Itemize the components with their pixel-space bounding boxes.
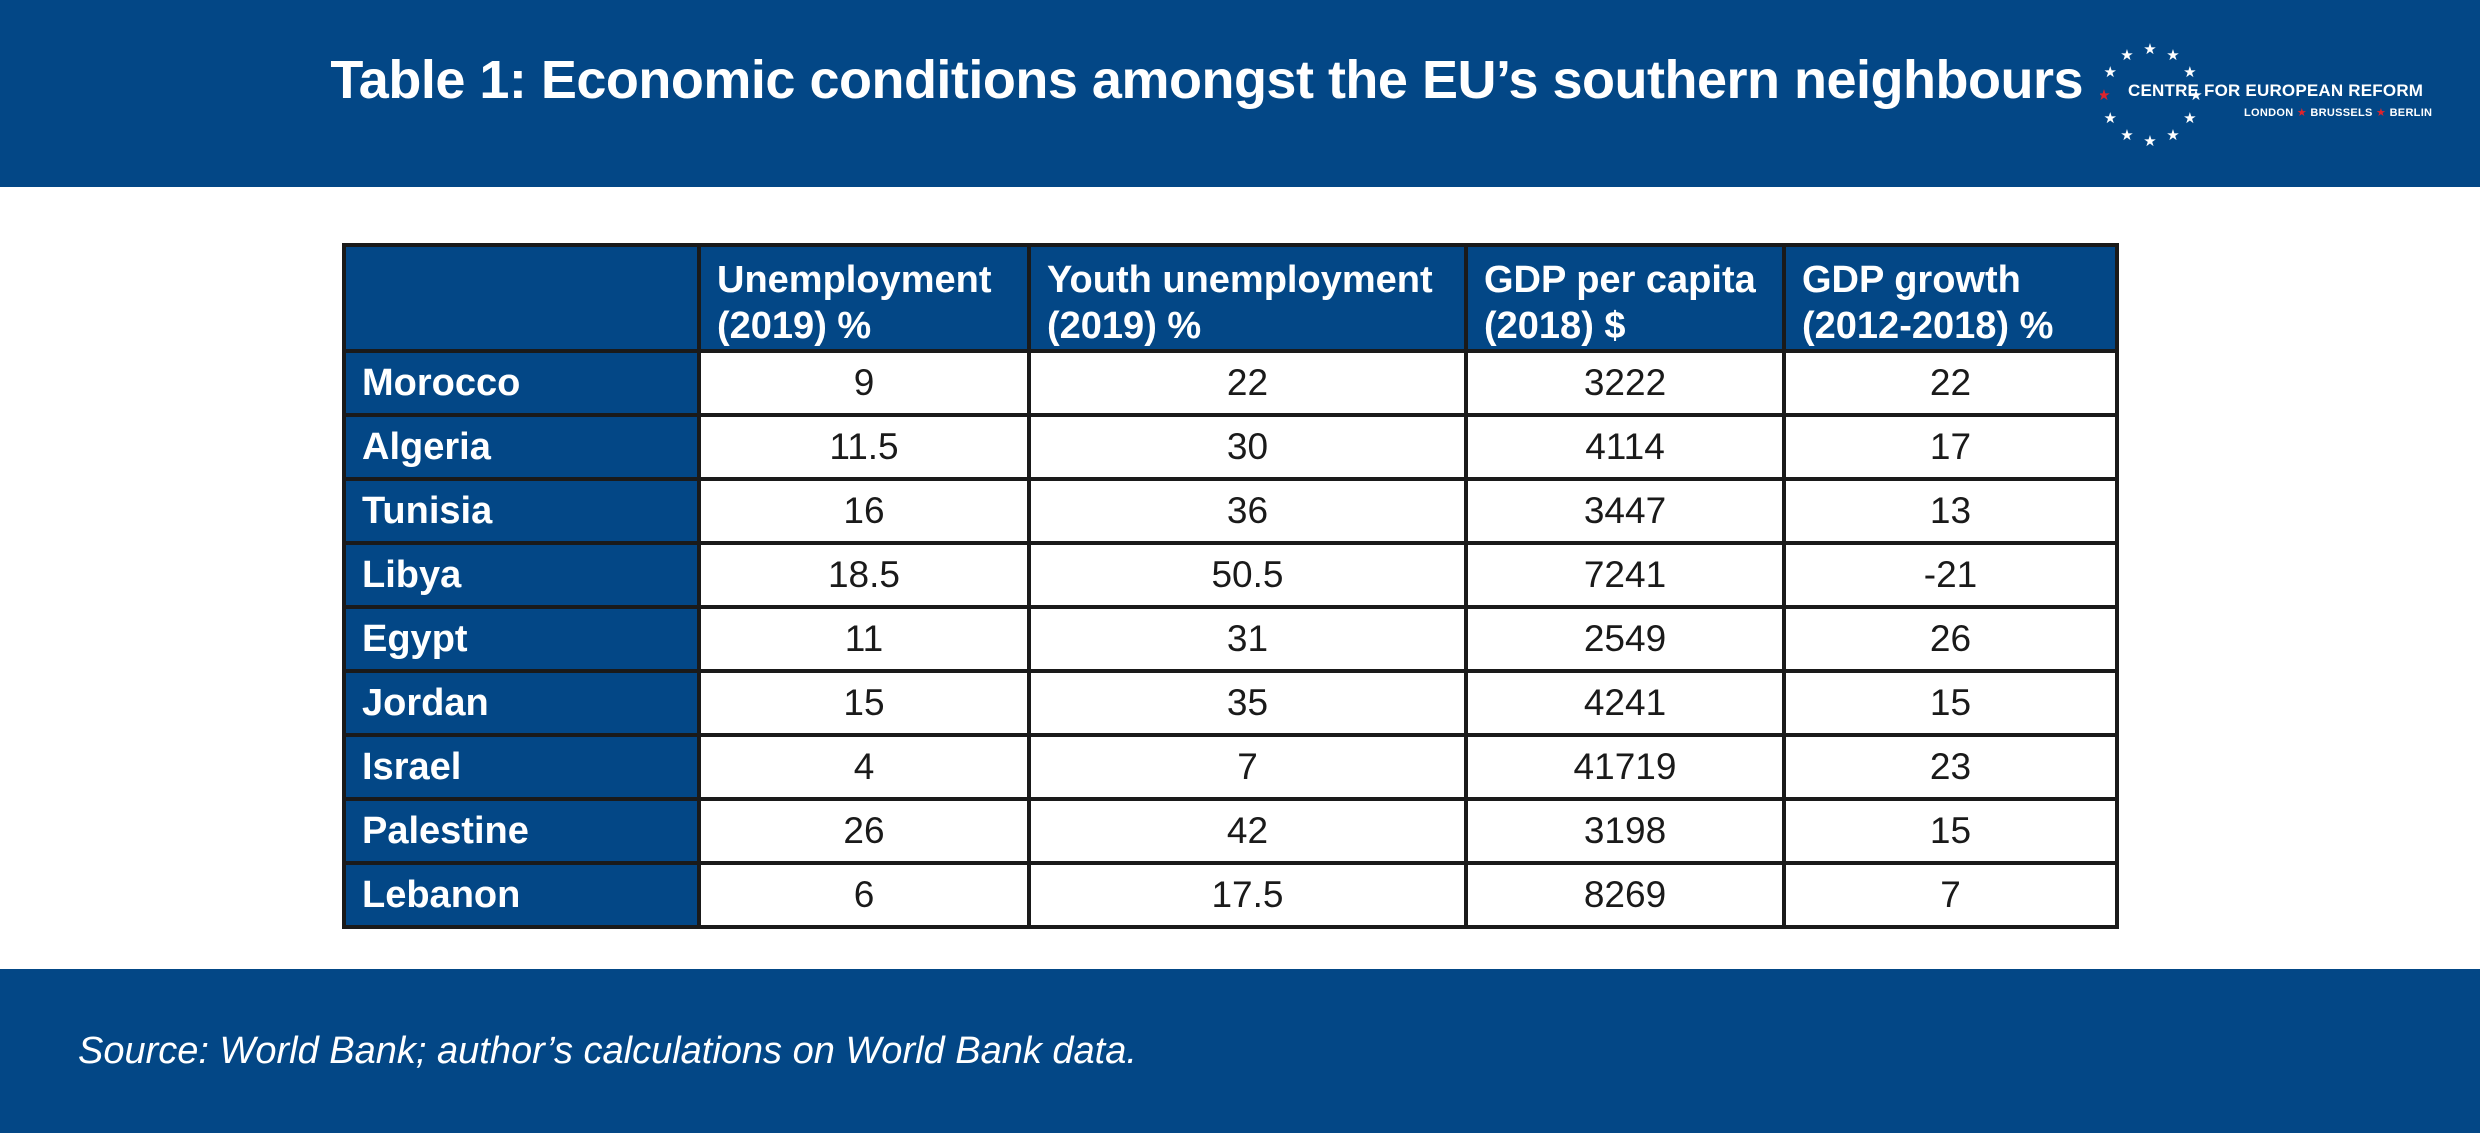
table-row: Lebanon 6 17.5 8269 7 <box>342 861 2119 929</box>
table-cell: 4114 <box>1464 413 1786 481</box>
star-icon: ★ <box>2103 110 2116 127</box>
source-note: Source: World Bank; author’s calculation… <box>78 1030 1137 1072</box>
footer-banner <box>0 969 2480 1133</box>
table-header-row: Unemployment (2019) % Youth unemployment… <box>342 243 2119 353</box>
table-cell: 7 <box>1782 861 2119 929</box>
table-row: Libya 18.5 50.5 7241 -21 <box>342 541 2119 609</box>
table-cell: 31 <box>1027 605 1468 673</box>
table-cell: 8269 <box>1464 861 1786 929</box>
table-row: Palestine 26 42 3198 15 <box>342 797 2119 865</box>
table-cell: 7 <box>1027 733 1468 801</box>
logo-city: BERLIN <box>2389 107 2433 119</box>
row-header: Jordan <box>342 669 701 737</box>
star-icon: ★ <box>2100 87 2111 104</box>
table-cell: 18.5 <box>697 541 1031 609</box>
column-header: GDP per capita (2018) $ <box>1464 243 1786 353</box>
table-cell: 11.5 <box>697 413 1031 481</box>
data-table: Unemployment (2019) % Youth unemployment… <box>342 243 2119 929</box>
table-cell: 26 <box>1782 605 2119 673</box>
column-header <box>342 243 701 353</box>
table-cell: 4 <box>697 733 1031 801</box>
table-cell: 22 <box>1027 349 1468 417</box>
table-row: Egypt 11 31 2549 26 <box>342 605 2119 673</box>
table-cell: 3447 <box>1464 477 1786 545</box>
table-cell: 7241 <box>1464 541 1786 609</box>
star-icon: ★ <box>2103 64 2116 81</box>
table-cell: 3222 <box>1464 349 1786 417</box>
table-cell: 50.5 <box>1027 541 1468 609</box>
table-cell: 9 <box>697 349 1031 417</box>
table-row: Israel 4 7 41719 23 <box>342 733 2119 801</box>
table-cell: 41719 <box>1464 733 1786 801</box>
table-row: Tunisia 16 36 3447 13 <box>342 477 2119 545</box>
star-icon: ★ <box>2183 110 2196 127</box>
star-icon: ★ <box>2189 87 2202 104</box>
table-cell: 3198 <box>1464 797 1786 865</box>
star-separator-icon: ★ <box>2376 107 2387 119</box>
table-body: Morocco 9 22 3222 22 Algeria 11.5 30 4114 17 Tunis… <box>342 349 2119 929</box>
row-header: Israel <box>342 733 701 801</box>
row-header: Morocco <box>342 349 701 417</box>
star-separator-icon: ★ <box>2296 107 2307 119</box>
column-header: Youth unemployment (2019) % <box>1027 243 1468 353</box>
table-cell: -21 <box>1782 541 2119 609</box>
table-cell: 17 <box>1782 413 2119 481</box>
star-icon: ★ <box>2120 47 2133 64</box>
table-cell: 16 <box>697 477 1031 545</box>
row-header: Libya <box>342 541 701 609</box>
table-cell: 36 <box>1027 477 1468 545</box>
table-cell: 4241 <box>1464 669 1786 737</box>
logo-cities: LONDON ★ BRUSSELS ★ BERLIN <box>2244 106 2432 119</box>
star-icon: ★ <box>2166 47 2179 64</box>
table-cell: 23 <box>1782 733 2119 801</box>
header-banner: Table 1: Economic conditions amongst the… <box>0 0 2480 187</box>
table-cell: 11 <box>697 605 1031 673</box>
table-cell: 30 <box>1027 413 1468 481</box>
cer-logo: ★ ★ ★ ★ ★ ★ ★ ★ ★ ★ ★ ★ CENTRE FOR EUROPEAN REFORM … <box>2100 40 2432 150</box>
table-cell: 26 <box>697 797 1031 865</box>
table-cell: 15 <box>697 669 1031 737</box>
star-icon: ★ <box>2143 41 2156 58</box>
logo-city: BRUSSELS <box>2310 107 2373 119</box>
row-header: Tunisia <box>342 477 701 545</box>
table-cell: 6 <box>697 861 1031 929</box>
table-row: Algeria 11.5 30 4114 17 <box>342 413 2119 481</box>
table-cell: 22 <box>1782 349 2119 417</box>
table-cell: 15 <box>1782 797 2119 865</box>
logo-city: LONDON <box>2244 107 2294 119</box>
table-row: Jordan 15 35 4241 15 <box>342 669 2119 737</box>
table-cell: 15 <box>1782 669 2119 737</box>
table-row: Morocco 9 22 3222 22 <box>342 349 2119 417</box>
row-header: Palestine <box>342 797 701 865</box>
table-cell: 17.5 <box>1027 861 1468 929</box>
star-icon: ★ <box>2183 64 2196 81</box>
table-cell: 42 <box>1027 797 1468 865</box>
table-cell: 13 <box>1782 477 2119 545</box>
star-icon: ★ <box>2143 133 2156 150</box>
page-title: Table 1: Economic conditions amongst the… <box>330 50 2083 110</box>
row-header: Algeria <box>342 413 701 481</box>
logo-name: CENTRE FOR EUROPEAN REFORM <box>2128 81 2424 100</box>
star-circle-icon: ★ ★★★★★★★★★★★ <box>2100 41 2203 150</box>
star-icon: ★ <box>2120 127 2133 144</box>
star-icon: ★ <box>2166 127 2179 144</box>
column-header: GDP growth (2012-2018) % <box>1782 243 2119 353</box>
table-cell: 2549 <box>1464 605 1786 673</box>
row-header: Lebanon <box>342 861 701 929</box>
column-header: Unemployment (2019) % <box>697 243 1031 353</box>
row-header: Egypt <box>342 605 701 673</box>
table-cell: 35 <box>1027 669 1468 737</box>
